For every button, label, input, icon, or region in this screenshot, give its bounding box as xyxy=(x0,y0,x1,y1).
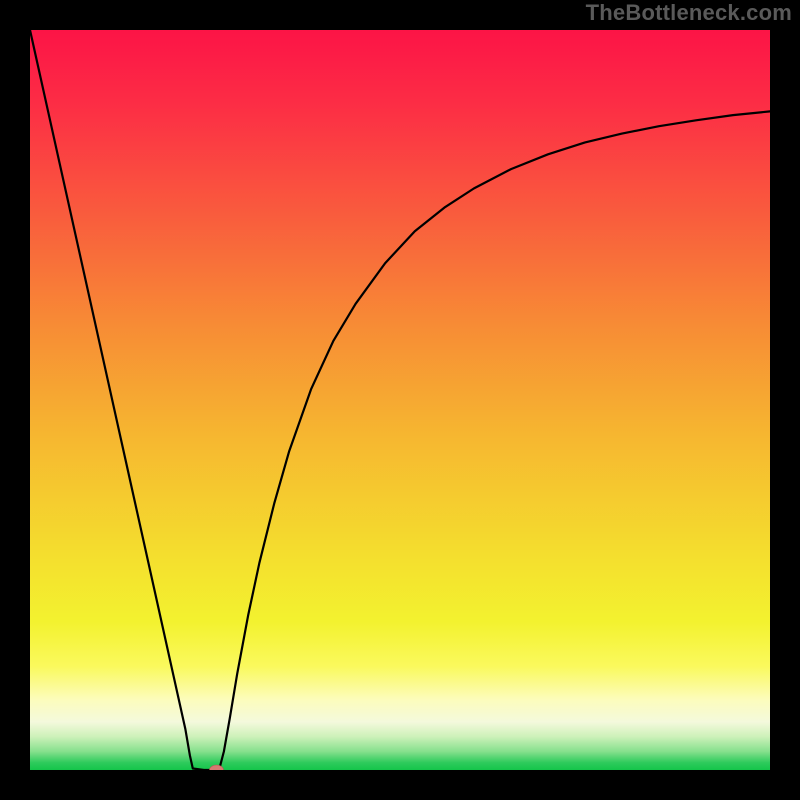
chart-container: TheBottleneck.com xyxy=(0,0,800,800)
plot-area xyxy=(30,30,770,770)
plot-svg xyxy=(30,30,770,770)
watermark-text: TheBottleneck.com xyxy=(586,0,792,26)
gradient-background xyxy=(30,30,770,770)
